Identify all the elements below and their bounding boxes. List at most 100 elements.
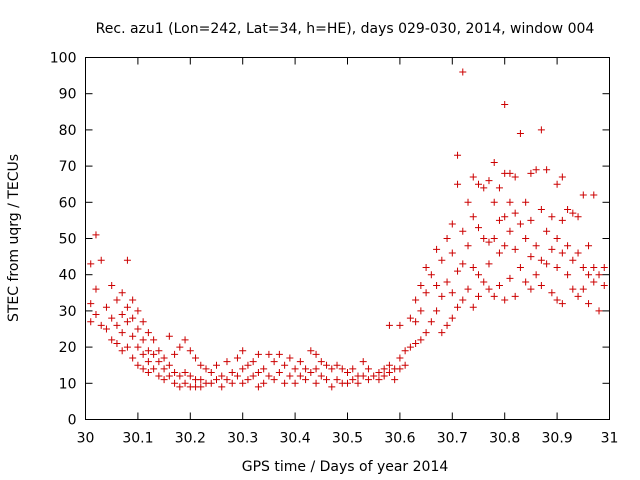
data-point [359, 358, 367, 366]
data-point [391, 376, 399, 384]
data-point [375, 376, 383, 384]
data-point [87, 318, 95, 326]
data-point [281, 361, 289, 369]
data-point [139, 318, 147, 326]
data-point [249, 358, 257, 366]
data-point [485, 285, 493, 293]
data-point [92, 285, 100, 293]
data-point [202, 365, 210, 373]
data-point [490, 235, 498, 242]
data-point [323, 361, 331, 369]
data-point [171, 379, 179, 387]
data-point [181, 336, 189, 344]
data-point [108, 282, 116, 290]
data-point [569, 256, 577, 264]
data-point [495, 216, 503, 224]
data-point [564, 271, 572, 279]
data-point [296, 372, 304, 380]
data-point [585, 300, 593, 308]
x-tick-label: 30 [77, 431, 95, 447]
y-axis: 0 10 20 30 40 50 60 70 80 90 100 [50, 51, 610, 429]
data-point [501, 213, 509, 221]
data-point [454, 151, 462, 159]
data-point [160, 376, 168, 384]
data-point [511, 292, 519, 300]
data-point [171, 350, 179, 358]
y-tick-label: 30 [59, 304, 77, 320]
data-point [495, 184, 503, 192]
data-point [92, 311, 100, 319]
data-point [522, 235, 530, 242]
data-point [511, 209, 519, 217]
y-tick-label: 50 [59, 232, 77, 248]
data-point [275, 368, 283, 376]
plot-frame [85, 57, 610, 420]
data-point [223, 376, 231, 384]
data-point [516, 220, 524, 228]
data-point [270, 358, 278, 366]
y-axis-label: STEC from uqrg / TECUs [6, 154, 22, 322]
data-point [254, 368, 262, 376]
data-point [254, 383, 262, 391]
data-point [406, 343, 414, 351]
x-axis-label: GPS time / Days of year 2014 [242, 459, 449, 475]
x-tick-label: 30.5 [332, 431, 363, 447]
data-point [585, 242, 593, 250]
data-point [454, 303, 462, 311]
data-point [192, 354, 200, 362]
data-point [459, 227, 467, 235]
data-point [344, 379, 351, 387]
data-point [228, 379, 236, 387]
data-point [254, 350, 262, 358]
data-point [186, 347, 194, 355]
data-point [97, 321, 105, 329]
data-point [464, 285, 472, 293]
data-point [595, 307, 603, 315]
data-point [333, 376, 341, 384]
data-point [480, 278, 488, 286]
data-point [181, 379, 189, 387]
data-point [485, 238, 493, 246]
data-point [448, 289, 456, 297]
data-point [590, 191, 598, 199]
data-point [443, 278, 451, 286]
data-point [239, 365, 247, 373]
data-point [527, 216, 535, 224]
data-point [144, 347, 152, 355]
data-point [108, 314, 116, 322]
data-point [333, 361, 341, 369]
data-point [207, 368, 215, 376]
data-point [176, 372, 184, 380]
data-point [417, 307, 425, 315]
data-point [469, 213, 477, 221]
data-point [97, 256, 105, 264]
data-point [113, 296, 121, 304]
data-point [595, 271, 603, 279]
data-point [480, 235, 488, 242]
data-point [129, 296, 137, 304]
data-point [412, 296, 420, 304]
data-point [265, 350, 273, 358]
data-point [516, 130, 524, 138]
chart-title: Rec. azu1 (Lon=242, Lat=34, h=HE), days … [96, 21, 595, 37]
data-point [302, 376, 310, 384]
data-point [134, 343, 142, 351]
data-point [160, 365, 168, 373]
data-point [469, 303, 477, 311]
data-point [228, 368, 236, 376]
data-point [144, 368, 152, 376]
y-tick-label: 40 [59, 268, 77, 284]
data-point [244, 361, 252, 369]
data-point [223, 358, 231, 366]
data-point [118, 329, 126, 337]
data-point [516, 263, 524, 271]
y-tick-label: 80 [59, 123, 77, 139]
data-point [401, 347, 409, 355]
data-point [448, 220, 456, 228]
data-point [422, 329, 430, 337]
data-point [443, 321, 451, 329]
data-point [176, 383, 184, 391]
data-point [139, 365, 147, 373]
data-point [281, 379, 289, 387]
